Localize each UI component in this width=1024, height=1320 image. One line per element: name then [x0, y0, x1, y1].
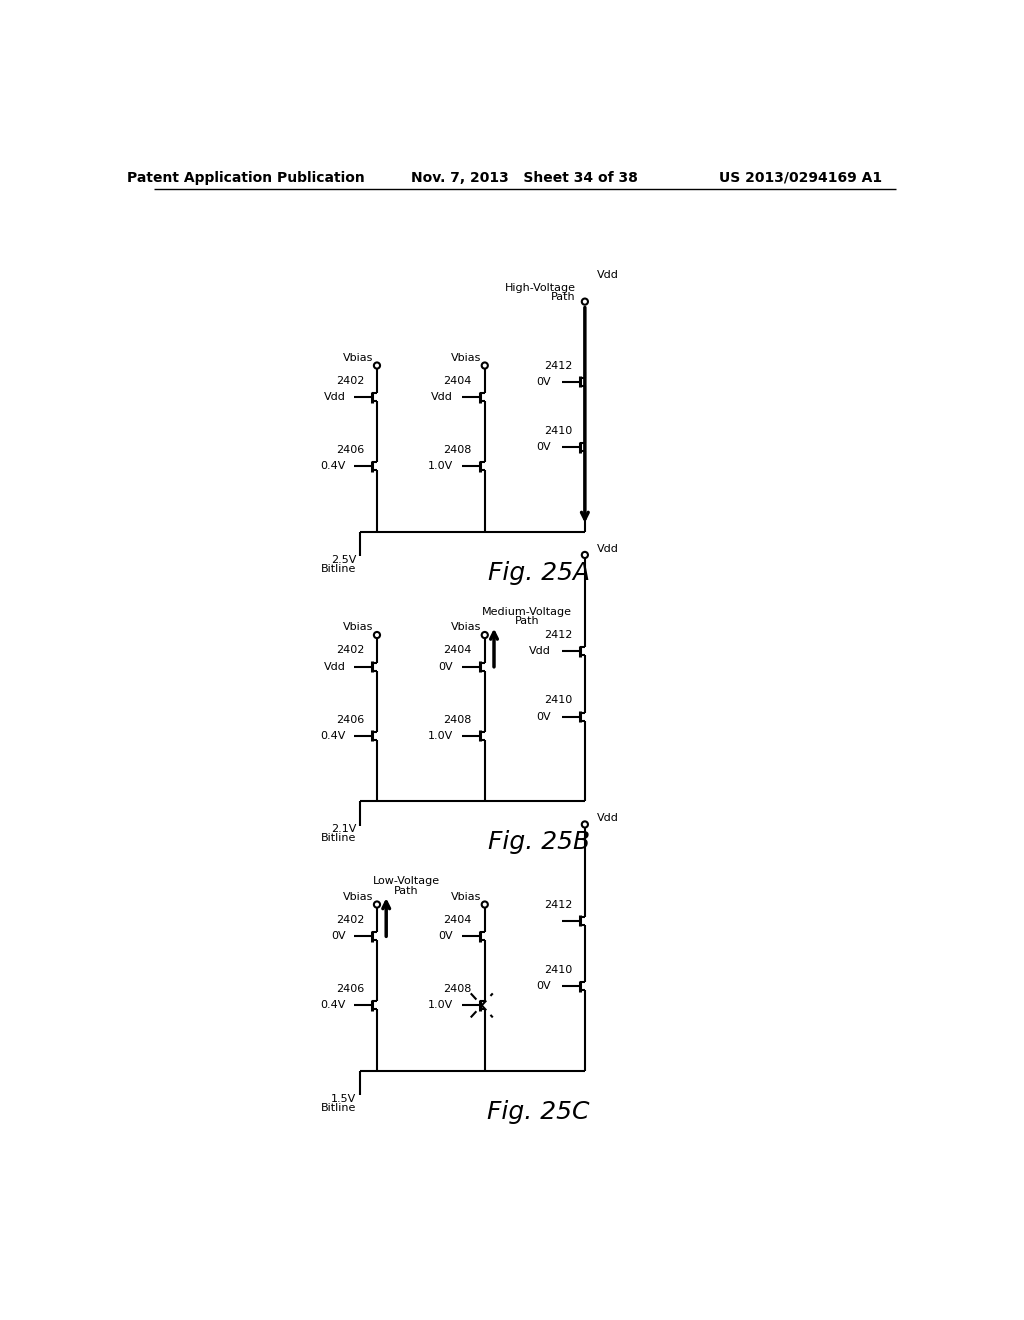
Text: Vdd: Vdd [596, 813, 618, 824]
Text: 0V: 0V [537, 376, 551, 387]
Text: Vbias: Vbias [451, 892, 481, 902]
Text: 1.0V: 1.0V [428, 731, 454, 741]
Text: 0.4V: 0.4V [321, 462, 345, 471]
Text: Bitline: Bitline [321, 564, 356, 574]
Text: Vdd: Vdd [431, 392, 454, 403]
Text: 2408: 2408 [443, 445, 472, 455]
Text: 2404: 2404 [443, 645, 472, 656]
Text: 0V: 0V [438, 931, 454, 941]
Text: Bitline: Bitline [321, 833, 356, 843]
Text: Vdd: Vdd [324, 392, 345, 403]
Text: Path: Path [394, 886, 419, 896]
Text: 0.4V: 0.4V [321, 1001, 345, 1010]
Text: 0V: 0V [537, 442, 551, 453]
Text: Vbias: Vbias [343, 892, 373, 902]
Text: 1.0V: 1.0V [428, 462, 454, 471]
Text: 2410: 2410 [544, 426, 572, 436]
Text: 2406: 2406 [336, 445, 365, 455]
Text: 0V: 0V [331, 931, 345, 941]
Text: 2412: 2412 [544, 360, 572, 371]
Text: High-Voltage: High-Voltage [505, 282, 575, 293]
Text: Vdd: Vdd [529, 647, 551, 656]
Text: 1.0V: 1.0V [428, 1001, 454, 1010]
Text: 2408: 2408 [443, 985, 472, 994]
Text: Vbias: Vbias [343, 352, 373, 363]
Text: Nov. 7, 2013   Sheet 34 of 38: Nov. 7, 2013 Sheet 34 of 38 [412, 170, 638, 185]
Text: 2406: 2406 [336, 714, 365, 725]
Text: Medium-Voltage: Medium-Voltage [482, 607, 572, 616]
Text: 2406: 2406 [336, 985, 365, 994]
Text: Vbias: Vbias [451, 622, 481, 632]
Text: 0V: 0V [438, 661, 454, 672]
Text: Low-Voltage: Low-Voltage [373, 876, 439, 887]
Text: Fig. 25C: Fig. 25C [487, 1100, 590, 1123]
Text: 2410: 2410 [544, 965, 572, 975]
Text: 1.5V: 1.5V [331, 1093, 356, 1104]
Text: 2402: 2402 [336, 915, 365, 925]
Text: 0V: 0V [537, 711, 551, 722]
Text: Vdd: Vdd [596, 271, 618, 280]
Text: Bitline: Bitline [321, 1102, 356, 1113]
Text: 2.1V: 2.1V [331, 824, 356, 834]
Text: 0V: 0V [537, 981, 551, 991]
Text: 2.5V: 2.5V [331, 554, 356, 565]
Text: 2410: 2410 [544, 696, 572, 705]
Text: US 2013/0294169 A1: US 2013/0294169 A1 [719, 170, 882, 185]
Text: Path: Path [515, 616, 540, 626]
Text: 2402: 2402 [336, 376, 365, 385]
Text: Vdd: Vdd [324, 661, 345, 672]
Text: Vdd: Vdd [596, 544, 618, 554]
Text: 0.4V: 0.4V [321, 731, 345, 741]
Text: Path: Path [551, 292, 575, 302]
Text: 2404: 2404 [443, 376, 472, 385]
Text: Patent Application Publication: Patent Application Publication [127, 170, 365, 185]
Text: 2412: 2412 [544, 630, 572, 640]
Text: Fig. 25A: Fig. 25A [487, 561, 590, 585]
Text: Fig. 25B: Fig. 25B [487, 830, 590, 854]
Text: 2408: 2408 [443, 714, 472, 725]
Text: 2402: 2402 [336, 645, 365, 656]
Text: Vbias: Vbias [451, 352, 481, 363]
Text: 2412: 2412 [544, 899, 572, 909]
Text: Vbias: Vbias [343, 622, 373, 632]
Text: 2404: 2404 [443, 915, 472, 925]
